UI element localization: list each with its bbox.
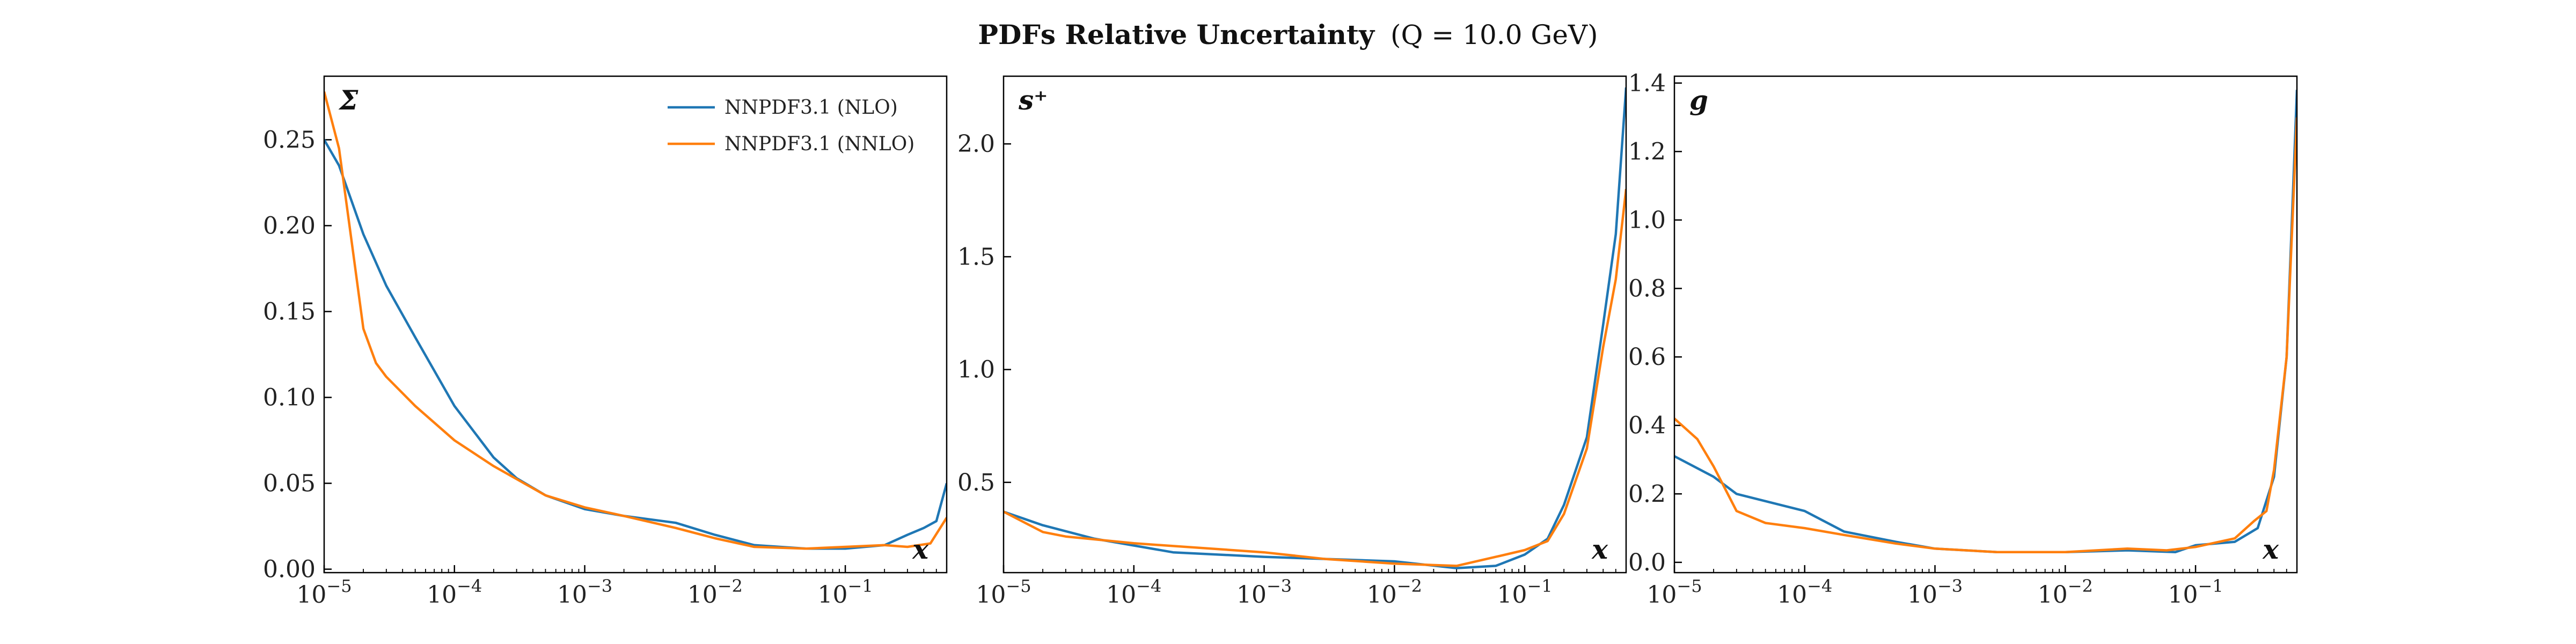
x-tick-label: 10−2 bbox=[1367, 576, 1422, 609]
legend-label-nlo: NNPDF3.1 (NLO) bbox=[724, 97, 898, 119]
x-tick-label: 10−5 bbox=[976, 576, 1031, 609]
panel-label: Σ bbox=[338, 84, 358, 116]
panel-label: g bbox=[1689, 84, 1708, 116]
panel-label: s⁺ bbox=[1018, 84, 1048, 116]
series-line-nlo bbox=[324, 139, 947, 550]
y-tick-label: 0.5 bbox=[957, 469, 995, 496]
plot-frame bbox=[1673, 75, 2298, 574]
figure-title: PDFs Relative Uncertainty (Q = 10.0 GeV) bbox=[978, 19, 1598, 50]
chart-panel-1: 0.00 0.05 0.10 0.15 0.20 0.25 10−5 10−4 10−3 10−2… bbox=[263, 75, 948, 609]
series-line-nnlo bbox=[1674, 117, 2297, 553]
y-tick-label: 1.4 bbox=[1628, 70, 1666, 97]
figure-title-bold: PDFs Relative Uncertainty bbox=[978, 19, 1375, 50]
series-line-nlo bbox=[1674, 90, 2297, 553]
y-tick-label: 2.0 bbox=[957, 130, 995, 158]
x-tick-label: 10−2 bbox=[2038, 576, 2093, 609]
x-tick-label: 10−4 bbox=[1106, 576, 1161, 609]
y-tick-label: 0.0 bbox=[1628, 549, 1666, 576]
panels-container: 0.00 0.05 0.10 0.15 0.20 0.25 10−5 10−4 10−3 10−2… bbox=[263, 70, 2298, 609]
y-tick-label: 0.10 bbox=[263, 384, 316, 412]
legend-label-nnlo: NNPDF3.1 (NNLO) bbox=[724, 133, 914, 155]
x-axis-label: x bbox=[1591, 533, 1608, 565]
series-line-nnlo bbox=[1004, 188, 1626, 567]
x-tick-label: 10−5 bbox=[296, 576, 352, 609]
x-tick-label: 10−3 bbox=[1236, 576, 1292, 609]
chart-panel-3: 0.0 0.2 0.4 0.6 0.8 1.0 1.2 1.4 10−5 10−4 10−3 10−2… bbox=[1628, 70, 2298, 609]
y-tick-label: 1.2 bbox=[1628, 138, 1666, 165]
x-tick-label: 10−1 bbox=[1497, 576, 1553, 609]
chart-panel-2: 0.5 1.0 1.5 2.0 10−5 10−4 10−3 10−2 10−1 s⁺ x bbox=[957, 75, 1627, 609]
series-line-nnlo bbox=[324, 91, 947, 550]
plot-frame bbox=[323, 75, 948, 574]
y-tick-label: 0.2 bbox=[1628, 480, 1666, 508]
legend: NNPDF3.1 (NLO) NNPDF3.1 (NNLO) bbox=[668, 97, 914, 155]
x-tick-label: 10−4 bbox=[1777, 576, 1832, 609]
plot-frame bbox=[1002, 75, 1627, 574]
y-tick-label: 1.5 bbox=[957, 243, 995, 270]
y-tick-label: 0.8 bbox=[1628, 275, 1666, 303]
y-tick-label: 0.25 bbox=[263, 126, 316, 153]
y-tick-label: 0.00 bbox=[263, 556, 316, 583]
x-tick-label: 10−3 bbox=[1907, 576, 1963, 609]
y-tick-label: 0.15 bbox=[263, 298, 316, 325]
figure-title-rest: (Q = 10.0 GeV) bbox=[1391, 19, 1598, 50]
x-tick-label: 10−4 bbox=[427, 576, 482, 609]
x-axis-label: x bbox=[912, 533, 929, 565]
y-tick-label: 0.20 bbox=[263, 212, 316, 239]
y-tick-label: 0.4 bbox=[1628, 412, 1666, 440]
x-tick-label: 10−5 bbox=[1646, 576, 1702, 609]
x-axis-label: x bbox=[2262, 533, 2279, 565]
y-tick-label: 1.0 bbox=[1628, 207, 1666, 234]
x-tick-label: 10−1 bbox=[2168, 576, 2223, 609]
series-line-nlo bbox=[1004, 87, 1626, 569]
x-tick-label: 10−1 bbox=[818, 576, 873, 609]
x-tick-label: 10−3 bbox=[557, 576, 612, 609]
x-tick-label: 10−2 bbox=[687, 576, 743, 609]
y-tick-label: 1.0 bbox=[957, 356, 995, 384]
y-tick-label: 0.6 bbox=[1628, 343, 1666, 371]
y-tick-label: 0.05 bbox=[263, 470, 316, 497]
